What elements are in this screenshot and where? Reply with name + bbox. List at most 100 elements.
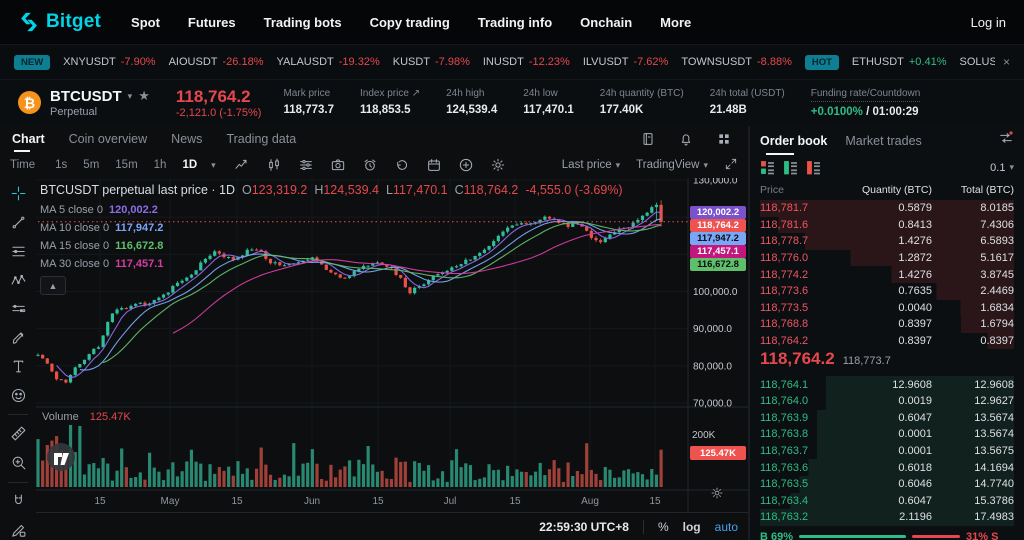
- alert-icon[interactable]: [358, 155, 382, 175]
- ticker-item-ilvusdt[interactable]: ILVUSDT -7.62%: [582, 56, 669, 68]
- ticker-item-townsusdt[interactable]: TOWNSUSDT -8.88%: [681, 56, 792, 68]
- chart-provider-dropdown[interactable]: TradingView ▾: [636, 159, 708, 171]
- tab-trading-data[interactable]: Trading data: [226, 132, 297, 146]
- ob-view-asks-icon[interactable]: [806, 160, 821, 175]
- ask-row[interactable]: 118,768.8 0.8397 1.6794: [760, 316, 1014, 333]
- precision-dropdown[interactable]: 0.1 ▾: [990, 161, 1014, 174]
- ticker-item-inusdt[interactable]: INUSDT -12.23%: [482, 56, 570, 68]
- xabcd-pattern-icon[interactable]: [5, 270, 31, 290]
- nav-item-copy-trading[interactable]: Copy trading: [369, 14, 450, 30]
- bitget-logo[interactable]: Bitget: [18, 11, 101, 33]
- timeframe-dropdown-icon[interactable]: ▾: [211, 159, 216, 170]
- notifications-bell-icon[interactable]: [674, 129, 698, 149]
- multipoint-icon[interactable]: [5, 299, 31, 319]
- ob-view-all-icon[interactable]: [760, 160, 775, 175]
- stat-mark-price: Mark price 118,773.7: [283, 87, 334, 116]
- indicators-icon[interactable]: [230, 155, 254, 175]
- ob-view-all-icon[interactable]: [760, 160, 775, 175]
- tradingview-logo[interactable]: [46, 442, 76, 475]
- tab-chart[interactable]: Chart: [12, 126, 45, 152]
- timeframe-5m[interactable]: 5m: [83, 159, 100, 171]
- trendline-icon[interactable]: [5, 213, 31, 233]
- ask-row[interactable]: 118,773.5 0.0040 1.6834: [760, 299, 1014, 317]
- nav-item-trading-bots[interactable]: Trading bots: [263, 14, 342, 30]
- emoji-icon[interactable]: [5, 385, 31, 405]
- replay-icon[interactable]: [390, 155, 414, 175]
- ask-row[interactable]: 118,774.2 1.4276 3.8745: [760, 266, 1014, 283]
- ticker-item-solusdt[interactable]: SOLUSDT+0.07%: [959, 56, 995, 68]
- svg-text:90,000.0: 90,000.0: [693, 324, 732, 335]
- bid-row[interactable]: 118,763.4 0.6047 15.3786: [760, 492, 1014, 510]
- order-book-controls: 0.1 ▾: [760, 155, 1014, 180]
- journal-icon[interactable]: [636, 129, 660, 149]
- bid-row[interactable]: 118,764.1 12.9608 12.9608: [760, 376, 1014, 393]
- crosshair-icon[interactable]: [5, 184, 31, 204]
- calendar-icon[interactable]: [422, 155, 446, 175]
- ob-view-bids-icon[interactable]: [783, 160, 798, 175]
- tab-market-trades[interactable]: Market trades: [845, 133, 922, 148]
- gear-icon[interactable]: [486, 155, 510, 175]
- compare-icon[interactable]: [262, 155, 286, 175]
- brush-icon[interactable]: [5, 328, 31, 348]
- bid-row[interactable]: 118,763.6 0.6018 14.1694: [760, 459, 1014, 476]
- nav-item-spot[interactable]: Spot: [131, 14, 160, 30]
- ask-row[interactable]: 118,773.6 0.7635 2.4469: [760, 282, 1014, 300]
- ask-row[interactable]: 118,764.2 0.8397 0.8397: [760, 332, 1014, 350]
- chart-region[interactable]: 130,000.0 100,000.0 90,000.0 80,000.0 70,000…: [0, 178, 748, 540]
- camera-icon[interactable]: [326, 155, 350, 175]
- nav-item-futures[interactable]: Futures: [187, 14, 236, 30]
- ask-row[interactable]: 118,778.7 1.4276 6.5893: [760, 233, 1014, 250]
- text-tool-icon[interactable]: [5, 357, 31, 377]
- axis-settings-icon[interactable]: [710, 486, 724, 503]
- ticker-close-icon[interactable]: ×: [1002, 55, 1010, 69]
- zoom-in-icon[interactable]: [5, 453, 31, 473]
- ma-legend-row: MA 15 close 0 116,672.8: [40, 240, 164, 252]
- timeframe-1s[interactable]: 1s: [55, 159, 68, 171]
- log-scale-button[interactable]: log: [682, 519, 701, 534]
- bid-row[interactable]: 118,763.9 0.6047 13.5674: [760, 409, 1014, 427]
- nav-item-trading-info[interactable]: Trading info: [477, 14, 553, 30]
- ob-view-asks-icon[interactable]: [806, 160, 821, 175]
- ticker-item-yalausdt[interactable]: YALAUSDT -19.32%: [276, 56, 380, 68]
- bid-row[interactable]: 118,763.8 0.0001 13.5674: [760, 426, 1014, 443]
- auto-scale-button[interactable]: auto: [714, 519, 738, 534]
- symbol-dropdown-icon[interactable]: ▾: [127, 91, 133, 101]
- fib-lines-icon[interactable]: [5, 242, 31, 262]
- ruler-icon[interactable]: [5, 424, 31, 444]
- bid-row[interactable]: 118,763.5 0.6046 14.7740: [760, 475, 1014, 493]
- price-source-dropdown[interactable]: Last price ▾: [561, 159, 621, 171]
- ticker-item-xnyusdt[interactable]: XNYUSDT -7.90%: [63, 56, 156, 68]
- ob-view-bids-icon[interactable]: [783, 160, 798, 175]
- ticker-item-aiousdt[interactable]: AIOUSDT -26.18%: [168, 56, 264, 68]
- candlestick-chart[interactable]: 130,000.0 100,000.0 90,000.0 80,000.0 70,000…: [36, 178, 748, 540]
- chart-settings-icon[interactable]: [294, 155, 318, 175]
- percent-scale-button[interactable]: %: [657, 519, 669, 534]
- ask-row[interactable]: 118,776.0 1.2872 5.1617: [760, 249, 1014, 267]
- timeframe-15m[interactable]: 15m: [115, 159, 138, 171]
- bid-row[interactable]: 118,764.0 0.0019 12.9627: [760, 392, 1014, 410]
- ask-row[interactable]: 118,781.7 0.5879 8.0185: [760, 200, 1014, 217]
- symbol-name[interactable]: BTCUSDT: [50, 87, 122, 105]
- login-link[interactable]: Log in: [970, 14, 1006, 30]
- tab-news[interactable]: News: [171, 132, 203, 146]
- timeframe-1d[interactable]: 1D: [182, 159, 198, 171]
- bid-row[interactable]: 118,763.2 2.1196 17.4983: [760, 509, 1014, 526]
- layout-grid-icon[interactable]: [712, 129, 736, 149]
- ticker-item-kusdt[interactable]: KUSDT -7.98%: [392, 56, 470, 68]
- magnet-icon[interactable]: [5, 492, 31, 512]
- nav-item-onchain[interactable]: Onchain: [580, 14, 633, 30]
- timeframe-1h[interactable]: 1h: [153, 159, 167, 171]
- ask-row[interactable]: 118,781.6 0.8413 7.4306: [760, 216, 1014, 234]
- order-book-settings-icon[interactable]: [998, 130, 1014, 149]
- ticker-badge-new: NEW: [14, 54, 51, 70]
- legend-collapse-button[interactable]: ▲: [40, 276, 66, 295]
- tab-coin-overview[interactable]: Coin overview: [68, 132, 148, 146]
- fullscreen-icon[interactable]: [724, 157, 738, 174]
- ticker-item-ethusdt[interactable]: ETHUSDT +0.41%: [851, 56, 947, 68]
- draw-lock-icon[interactable]: [5, 520, 31, 540]
- favorite-star-icon[interactable]: ★: [138, 87, 150, 103]
- bid-row[interactable]: 118,763.7 0.0001 13.5675: [760, 442, 1014, 460]
- tab-order-book[interactable]: Order book: [760, 126, 827, 155]
- add-circle-icon[interactable]: [454, 155, 478, 175]
- nav-item-more[interactable]: More: [660, 14, 692, 30]
